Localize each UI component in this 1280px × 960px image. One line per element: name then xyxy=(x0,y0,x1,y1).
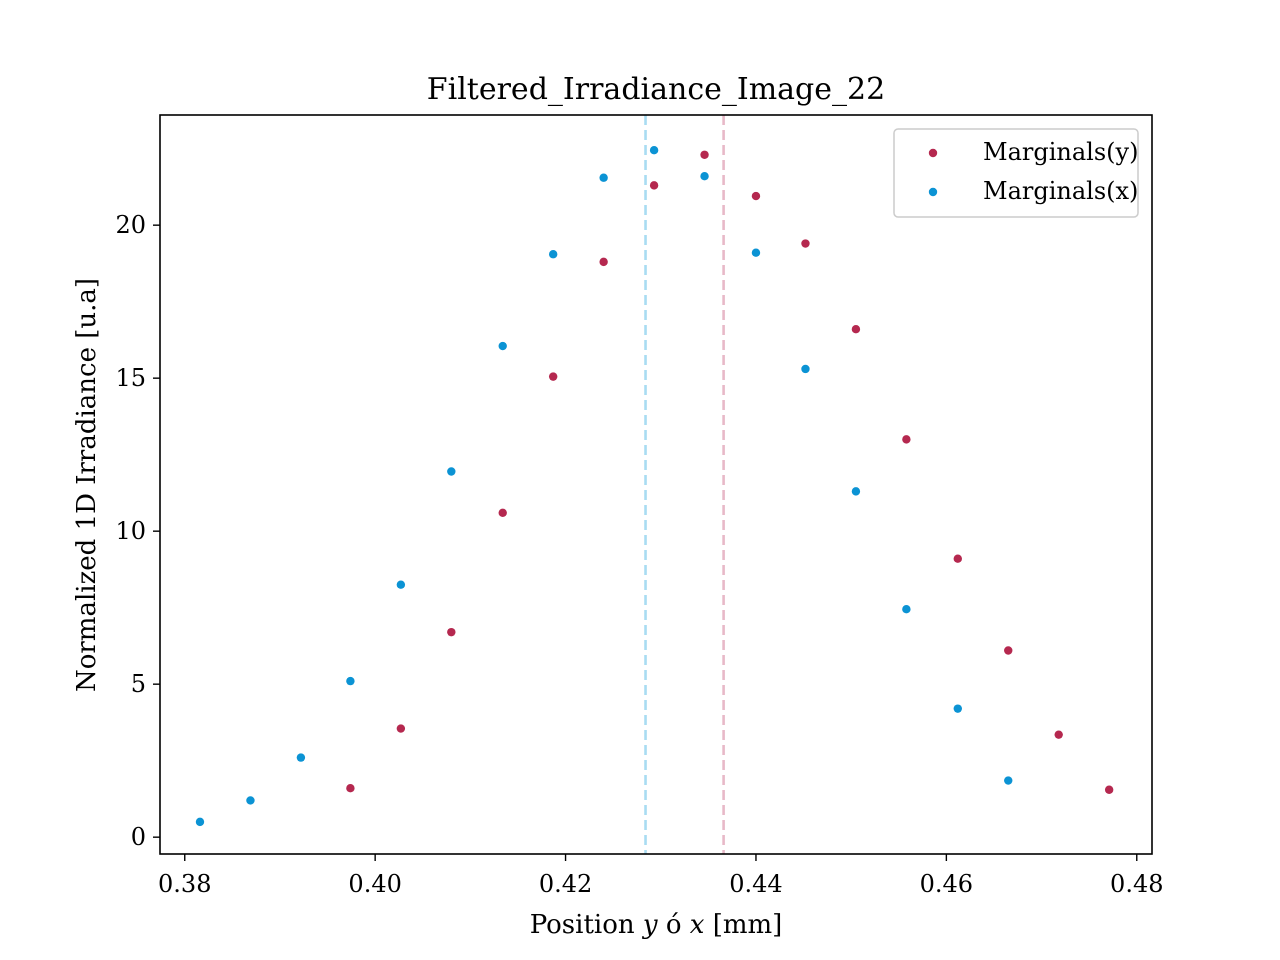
data-point-series-1 xyxy=(346,676,355,686)
data-point-series-0 xyxy=(498,508,507,518)
data-point-series-0 xyxy=(851,325,861,334)
x-tick-label: 0.48 xyxy=(1110,870,1163,898)
data-point-series-1 xyxy=(599,173,608,182)
data-point-series-0 xyxy=(346,784,355,793)
y-tick-label: 10 xyxy=(115,517,146,545)
data-point-series-1 xyxy=(953,704,962,713)
data-point-series-1 xyxy=(700,172,709,181)
legend-box xyxy=(893,128,1139,218)
x-axis-label: Position y ó x [mm] xyxy=(530,910,783,940)
data-point-series-1 xyxy=(801,364,810,374)
y-axis-label: Normalized 1D Irradiance [u.a] xyxy=(72,278,102,692)
data-point-series-1 xyxy=(548,250,558,259)
x-axis-label-var-y: y xyxy=(642,910,658,940)
data-point-series-0 xyxy=(649,181,659,190)
legend-marker-marginals-x xyxy=(928,187,938,197)
data-point-series-0 xyxy=(1104,785,1114,794)
x-axis-label-part: Position xyxy=(530,910,643,940)
data-point-series-0 xyxy=(1004,646,1013,655)
data-point-series-1 xyxy=(851,487,861,496)
x-tick-label: 0.42 xyxy=(539,870,592,898)
data-point-series-1 xyxy=(498,341,507,351)
x-tick-label: 0.44 xyxy=(729,870,782,898)
plot-frame xyxy=(159,114,1153,855)
data-point-series-0 xyxy=(801,239,810,248)
data-point-series-0 xyxy=(447,627,456,637)
data-point-series-0 xyxy=(700,150,709,159)
legend-label-marginals-x: Marginals(x) xyxy=(983,177,1138,205)
y-tick-label: 20 xyxy=(115,211,146,239)
y-axis-ticks: 0 5 10 15 20 xyxy=(115,211,160,851)
mean-lines xyxy=(644,115,725,854)
data-point-series-1 xyxy=(246,796,255,805)
data-point-series-1 xyxy=(195,817,205,827)
data-point-series-0 xyxy=(751,191,761,201)
x-tick-label: 0.46 xyxy=(920,870,973,898)
data-point-series-0 xyxy=(1054,730,1063,739)
x-axis-label-part: ó xyxy=(658,910,690,940)
data-point-series-0 xyxy=(599,257,608,267)
data-point-series-1 xyxy=(396,580,406,589)
chart-title: Filtered_Irradiance_Image_22 xyxy=(427,72,885,107)
data-points xyxy=(195,145,1114,827)
x-axis-label-part: [mm] xyxy=(704,910,782,940)
data-point-series-1 xyxy=(751,248,761,257)
legend: Marginals(y) Marginals(x) xyxy=(893,128,1139,218)
y-tick-label: 5 xyxy=(131,670,146,698)
data-point-series-1 xyxy=(1004,776,1013,785)
x-axis-ticks: 0.38 0.40 0.42 0.44 0.46 0.48 xyxy=(158,854,1163,898)
y-tick-label: 0 xyxy=(131,823,146,851)
data-point-series-1 xyxy=(447,467,456,476)
data-point-series-1 xyxy=(902,604,911,614)
data-point-series-1 xyxy=(296,753,306,762)
data-point-series-0 xyxy=(953,554,962,563)
x-tick-label: 0.38 xyxy=(158,870,211,898)
legend-label-marginals-y: Marginals(y) xyxy=(983,138,1138,166)
x-axis-label-var-x: x xyxy=(690,910,705,940)
data-point-series-0 xyxy=(902,435,911,444)
x-tick-label: 0.40 xyxy=(348,870,401,898)
data-point-series-0 xyxy=(548,372,558,381)
legend-marker-marginals-y xyxy=(928,148,938,158)
data-point-series-0 xyxy=(396,724,406,733)
data-point-series-1 xyxy=(649,145,659,155)
y-tick-label: 15 xyxy=(115,364,146,392)
